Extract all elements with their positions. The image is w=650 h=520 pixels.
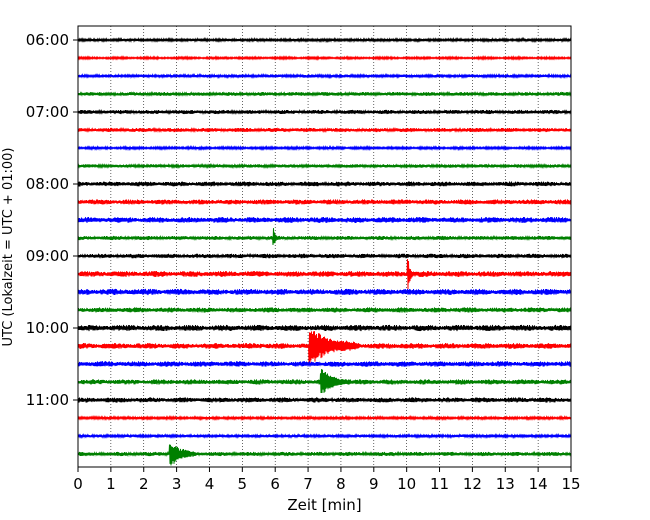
trace-0645 <box>77 90 572 98</box>
y-tick-label-1: 07:00 <box>26 103 69 121</box>
x-tick-label-14: 14 <box>529 475 548 493</box>
trace-1115 <box>77 414 572 422</box>
trace-0930 <box>77 288 572 296</box>
trace-1145 <box>77 444 572 466</box>
x-tick-label-0: 0 <box>73 475 83 493</box>
trace-group <box>77 36 572 466</box>
y-axis: 06:00 07:00 08:00 09:00 10:00 11:00 <box>26 31 78 409</box>
y-axis-label: UTC (Lokalzeit = UTC + 01:00) <box>1 148 16 347</box>
y-tick-label-3: 09:00 <box>26 247 69 265</box>
trace-1015 <box>77 331 572 365</box>
trace-0815 <box>77 198 572 205</box>
trace-0915 <box>77 259 572 290</box>
x-tick-label-10: 10 <box>397 475 416 493</box>
x-tick-label-6: 6 <box>270 475 280 493</box>
y-tick-label-2: 08:00 <box>26 175 69 193</box>
y-tick-label-5: 11:00 <box>26 391 69 409</box>
x-tick-label-15: 15 <box>561 475 580 493</box>
y-tick-label-0: 06:00 <box>26 31 69 49</box>
x-axis: 0 1 2 3 4 5 6 7 8 9 10 11 12 13 14 15 <box>73 467 581 493</box>
trace-0715 <box>77 126 572 134</box>
plot-frame <box>77 25 572 468</box>
x-tick-label-7: 7 <box>303 475 313 493</box>
trace-0945 <box>77 307 572 313</box>
trace-0730 <box>77 144 572 152</box>
trace-1130 <box>77 432 572 440</box>
x-tick-label-1: 1 <box>106 475 116 493</box>
trace-0745 <box>77 162 572 170</box>
y-tick-label-4: 10:00 <box>26 319 69 337</box>
trace-0600 <box>77 36 572 44</box>
trace-0845 <box>77 228 572 245</box>
trace-0700 <box>77 108 572 116</box>
x-tick-label-9: 9 <box>369 475 379 493</box>
trace-0800 <box>77 180 572 187</box>
x-tick-label-8: 8 <box>336 475 346 493</box>
x-tick-label-12: 12 <box>463 475 482 493</box>
x-axis-label: Zeit [min] <box>287 496 361 514</box>
trace-1000 <box>77 324 572 332</box>
trace-1030 <box>77 361 572 367</box>
trace-0830 <box>77 217 572 224</box>
trace-0900 <box>77 252 572 259</box>
x-tick-label-2: 2 <box>139 475 149 493</box>
trace-0615 <box>77 54 572 61</box>
trace-0630 <box>77 72 572 80</box>
x-tick-label-11: 11 <box>430 475 449 493</box>
trace-1045 <box>77 369 572 393</box>
x-tick-label-3: 3 <box>172 475 182 493</box>
trace-1100 <box>77 396 572 403</box>
x-tick-label-4: 4 <box>205 475 215 493</box>
x-tick-label-5: 5 <box>238 475 248 493</box>
x-tick-label-13: 13 <box>496 475 515 493</box>
